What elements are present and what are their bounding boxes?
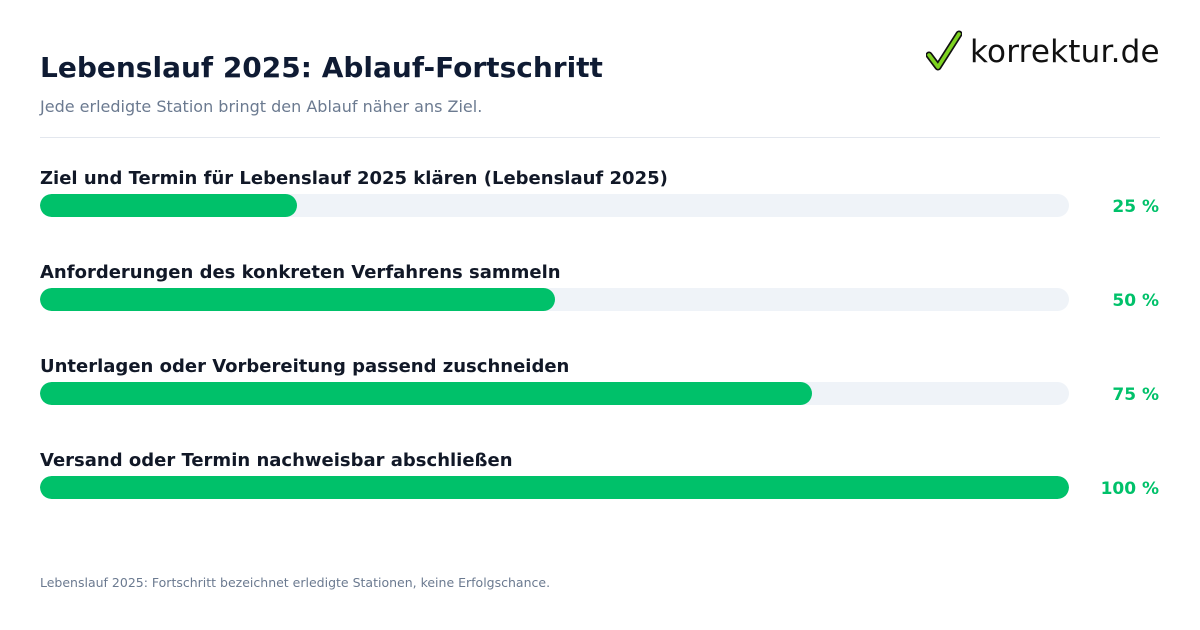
- bar-label: Ziel und Termin für Lebenslauf 2025 klär…: [40, 168, 668, 189]
- bar: [40, 288, 555, 311]
- logo-text: korrektur.de: [970, 34, 1160, 70]
- bar-value-label: 100 %: [1100, 479, 1159, 499]
- bar: [40, 194, 298, 217]
- bar: [40, 382, 812, 405]
- bar: [40, 476, 1069, 499]
- header-divider: [40, 137, 1160, 138]
- brand-logo[interactable]: korrektur.de: [926, 30, 1160, 74]
- page-title: Lebenslauf 2025: Ablauf-Fortschritt: [40, 51, 603, 84]
- bar-track: [40, 288, 1069, 311]
- bar-label: Anforderungen des konkreten Verfahrens s…: [40, 262, 561, 283]
- page-subtitle: Jede erledigte Station bringt den Ablauf…: [40, 97, 483, 116]
- bar-track: [40, 194, 1069, 217]
- bar-value-label: 25 %: [1112, 197, 1159, 217]
- bar-track: [40, 382, 1069, 405]
- footnote: Lebenslauf 2025: Fortschritt bezeichnet …: [40, 575, 551, 590]
- checkmark-icon: [926, 30, 962, 71]
- bar-label: Versand oder Termin nachweisbar abschlie…: [40, 450, 513, 471]
- bar-label: Unterlagen oder Vorbereitung passend zus…: [40, 356, 570, 377]
- bar-value-label: 50 %: [1112, 291, 1159, 311]
- bar-value-label: 75 %: [1112, 385, 1159, 405]
- bar-track: [40, 476, 1069, 499]
